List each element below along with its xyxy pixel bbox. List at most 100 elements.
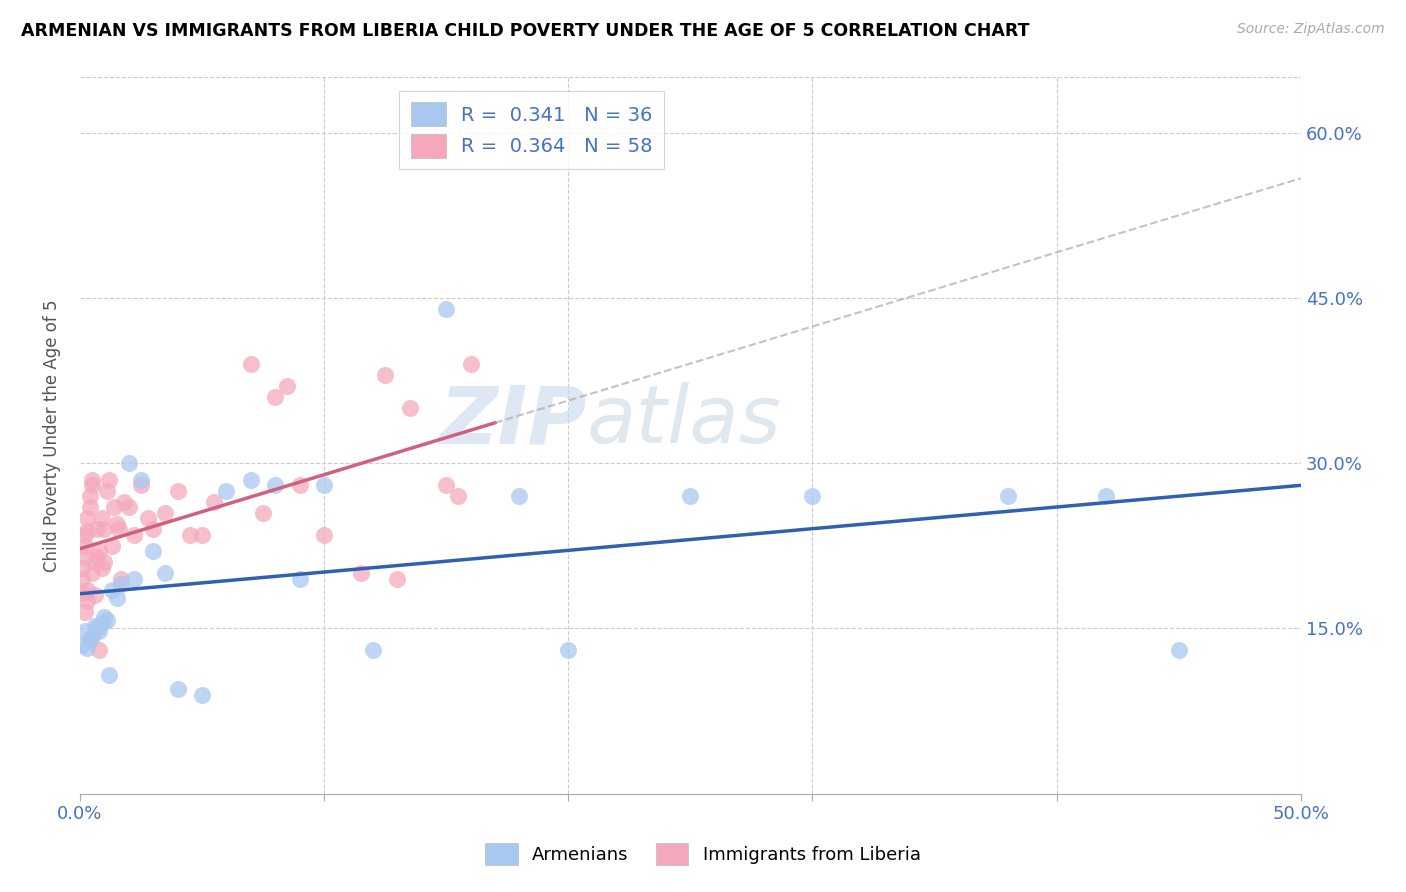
Point — [100, 539, 122, 553]
Point — [105, 591, 128, 605]
Point — [312, 478, 335, 492]
Point — [350, 566, 373, 581]
Point — [76, 524, 98, 539]
Point — [83, 588, 105, 602]
Point — [997, 489, 1019, 503]
Point — [73, 605, 96, 619]
Point — [557, 643, 579, 657]
Point — [155, 506, 177, 520]
Point — [76, 582, 98, 597]
Point — [103, 500, 125, 515]
Point — [89, 624, 111, 638]
Point — [288, 478, 311, 492]
Point — [98, 473, 121, 487]
Point — [86, 621, 108, 635]
Point — [312, 527, 335, 541]
Point — [80, 566, 103, 581]
Text: ARMENIAN VS IMMIGRANTS FROM LIBERIA CHILD POVERTY UNDER THE AGE OF 5 CORRELATION: ARMENIAN VS IMMIGRANTS FROM LIBERIA CHIL… — [21, 22, 1029, 40]
Point — [105, 516, 128, 531]
Point — [110, 577, 132, 591]
Y-axis label: Child Poverty Under the Age of 5: Child Poverty Under the Age of 5 — [44, 300, 60, 572]
Point — [72, 638, 94, 652]
Point — [80, 630, 103, 644]
Point — [96, 613, 118, 627]
Point — [108, 522, 131, 536]
Point — [460, 357, 482, 371]
Point — [136, 511, 159, 525]
Point — [374, 368, 396, 382]
Point — [73, 624, 96, 638]
Point — [93, 555, 115, 569]
Point — [80, 478, 103, 492]
Point — [118, 500, 141, 515]
Point — [79, 632, 101, 647]
Point — [100, 582, 122, 597]
Point — [155, 566, 177, 581]
Point — [80, 473, 103, 487]
Point — [264, 390, 287, 404]
Legend: R =  0.341   N = 36, R =  0.364   N = 58: R = 0.341 N = 36, R = 0.364 N = 58 — [399, 91, 665, 169]
Point — [79, 500, 101, 515]
Point — [86, 549, 108, 564]
Point — [679, 489, 702, 503]
Point — [72, 561, 94, 575]
Point — [122, 572, 145, 586]
Point — [276, 379, 298, 393]
Point — [361, 643, 384, 657]
Point — [93, 610, 115, 624]
Point — [86, 522, 108, 536]
Text: Source: ZipAtlas.com: Source: ZipAtlas.com — [1237, 22, 1385, 37]
Point — [112, 494, 135, 508]
Point — [508, 489, 530, 503]
Point — [98, 667, 121, 681]
Point — [398, 401, 420, 415]
Point — [434, 301, 457, 316]
Point — [191, 527, 214, 541]
Point — [387, 572, 409, 586]
Point — [166, 681, 188, 696]
Point — [90, 615, 112, 630]
Point — [252, 506, 274, 520]
Text: atlas: atlas — [586, 383, 782, 460]
Point — [142, 522, 165, 536]
Point — [122, 527, 145, 541]
Point — [166, 483, 188, 498]
Point — [89, 643, 111, 657]
Point — [72, 572, 94, 586]
Point — [79, 489, 101, 503]
Point — [142, 544, 165, 558]
Point — [264, 478, 287, 492]
Point — [76, 511, 98, 525]
Point — [202, 494, 225, 508]
Point — [89, 544, 111, 558]
Point — [239, 473, 262, 487]
Point — [129, 478, 152, 492]
Point — [1094, 489, 1116, 503]
Text: ZIP: ZIP — [439, 383, 586, 460]
Point — [73, 549, 96, 564]
Point — [179, 527, 201, 541]
Point — [90, 561, 112, 575]
Point — [90, 511, 112, 525]
Point — [1167, 643, 1189, 657]
Point — [434, 478, 457, 492]
Point — [239, 357, 262, 371]
Point — [110, 572, 132, 586]
Point — [76, 641, 98, 656]
Point — [191, 688, 214, 702]
Point — [72, 586, 94, 600]
Point — [83, 555, 105, 569]
Point — [129, 473, 152, 487]
Point — [288, 572, 311, 586]
Point — [73, 539, 96, 553]
Point — [215, 483, 238, 498]
Legend: Armenians, Immigrants from Liberia: Armenians, Immigrants from Liberia — [477, 834, 929, 874]
Point — [801, 489, 824, 503]
Point — [118, 456, 141, 470]
Point — [96, 483, 118, 498]
Point — [93, 522, 115, 536]
Point — [83, 619, 105, 633]
Point — [73, 527, 96, 541]
Point — [79, 632, 101, 647]
Point — [76, 594, 98, 608]
